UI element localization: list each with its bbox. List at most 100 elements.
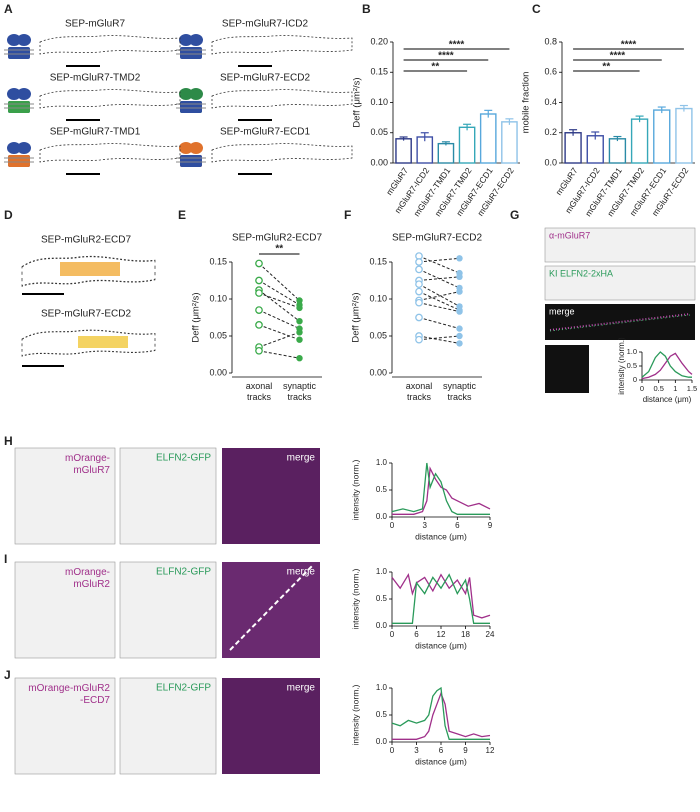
micrograph <box>544 227 696 263</box>
panel-label: B <box>362 2 371 16</box>
y-tick-label: 0.00 <box>370 157 388 167</box>
y-tick-label: 1.0 <box>376 683 388 692</box>
panel-label: F <box>344 208 351 222</box>
pair-line <box>418 255 460 274</box>
pair-line <box>258 280 300 306</box>
point-open <box>255 259 263 268</box>
y-tick-label: 0.0 <box>376 621 388 630</box>
x-tick-label: 0 <box>390 521 395 530</box>
bar <box>395 138 412 164</box>
micrograph <box>545 304 695 340</box>
panel-label: C <box>532 2 541 16</box>
y-axis-label: mobile fraction <box>521 72 532 134</box>
panel-label: J <box>4 668 11 682</box>
y-axis-label: intensity (norm.) <box>617 337 626 395</box>
panel-h: mOrange-mGluR7 ELFN2-GFP merge <box>14 447 320 545</box>
pair-line <box>258 350 300 359</box>
image-label: ELFN2-GFP <box>156 567 211 578</box>
significance-label: ** <box>275 244 283 255</box>
point-open <box>255 276 263 285</box>
significance-label: **** <box>438 51 454 62</box>
y-tick-label: 0.15 <box>370 67 388 77</box>
x-tick-label: 6 <box>455 521 460 530</box>
construct-label: SEP-mGluR7 <box>65 19 125 30</box>
bar <box>479 113 497 164</box>
image-label: merge <box>287 567 316 578</box>
point-filled <box>456 332 463 340</box>
y-tick-label: 0.10 <box>209 293 227 303</box>
x-axis-label: distance (μm) <box>643 395 692 404</box>
panel-label: D <box>4 208 13 222</box>
point-open <box>415 298 423 307</box>
y-tick-label: 0.20 <box>370 36 388 46</box>
pair-line <box>418 335 460 344</box>
bar <box>675 107 693 164</box>
bar <box>501 121 518 164</box>
y-tick-label: 0.15 <box>209 256 227 266</box>
x-tick-label: 1 <box>673 384 677 393</box>
pair-line <box>418 257 460 263</box>
point-filled <box>296 336 303 343</box>
panel-label: G <box>510 208 519 222</box>
point-open <box>415 313 423 322</box>
micrograph <box>545 345 589 393</box>
point-filled <box>456 288 463 295</box>
x-tick-label: 3 <box>422 521 427 530</box>
micrograph <box>544 265 696 301</box>
construct-label: SEP-mGluR7-ECD2 <box>220 73 310 84</box>
point-open <box>255 306 263 314</box>
image-label: merge <box>549 306 575 316</box>
panel-i: mOrange-mGluR2 ELFN2-GFP merge <box>14 561 320 659</box>
y-tick-label: 0.05 <box>370 127 388 137</box>
intensity-line <box>392 691 491 740</box>
y-tick-label: 0.5 <box>376 710 388 719</box>
intensity-line <box>391 686 490 740</box>
panel-label: H <box>4 434 13 448</box>
x-tick-label: 6 <box>414 630 419 639</box>
construct-label: SEP-mGluR7-ICD2 <box>222 19 309 30</box>
x-tick-label: 12 <box>486 746 495 755</box>
point-open <box>255 289 263 297</box>
pair-line <box>258 263 300 301</box>
y-tick-label: 0.4 <box>544 97 557 107</box>
y-axis-label: intensity (norm.) <box>350 568 360 629</box>
point-open <box>415 280 423 289</box>
construct-label: SEP-mGluR7-TMD2 <box>50 73 141 84</box>
point-filled <box>296 297 303 304</box>
point-filled <box>296 355 303 362</box>
x-axis-label: distance (μm) <box>415 640 467 650</box>
y-tick-label: 0.2 <box>544 127 557 137</box>
y-tick-label: 0.0 <box>376 512 388 521</box>
x-tick-label-line: tracks <box>247 392 272 402</box>
x-tick-label: synaptic tracks <box>443 381 477 402</box>
significance-label: **** <box>449 40 465 51</box>
y-axis-label: Deff (μm²/s) <box>351 292 362 342</box>
x-tick-label: 0 <box>390 630 395 639</box>
x-tick-label-line: tracks <box>407 392 432 402</box>
y-tick-label: 0.5 <box>376 594 388 603</box>
intensity-line <box>392 466 491 515</box>
x-tick-label: 24 <box>486 630 495 639</box>
image-label: ELFN2-GFP <box>156 683 211 694</box>
pair-line <box>258 289 300 322</box>
pair-line <box>258 292 300 309</box>
y-tick-label: 0.05 <box>369 330 387 340</box>
x-tick-label: 9 <box>463 746 468 755</box>
x-tick-label: synaptic tracks <box>283 381 317 402</box>
image-label: ELFN2-GFP <box>156 453 211 464</box>
pair-line <box>418 302 460 313</box>
x-tick-label-line: axonal <box>246 381 273 391</box>
point-open <box>415 265 423 274</box>
pair-line <box>258 309 300 330</box>
bar <box>586 135 604 164</box>
image-label: mOrange-mGluR7 <box>65 453 110 476</box>
x-tick-label-line: axonal <box>406 381 433 391</box>
y-tick-label: 0.6 <box>544 67 557 77</box>
y-tick-label: 0.0 <box>544 157 557 167</box>
point-open <box>255 321 263 329</box>
point-filled <box>296 304 303 312</box>
point-filled <box>296 318 303 325</box>
y-tick-label: 1.0 <box>627 347 637 356</box>
y-tick-label: 0.00 <box>369 367 387 377</box>
y-tick-label: 0 <box>633 375 637 384</box>
